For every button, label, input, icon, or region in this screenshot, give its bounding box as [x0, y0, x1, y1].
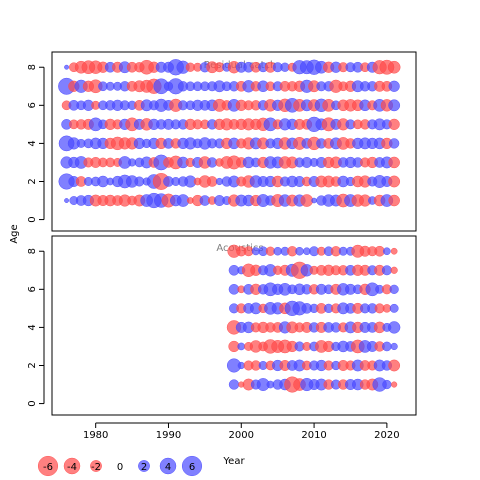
bubble: [388, 175, 401, 188]
bubble: [389, 284, 399, 294]
bubble: [382, 341, 392, 352]
bubble: [389, 303, 399, 313]
bubble: [228, 379, 240, 390]
size-legend: -6 -4 -2 0 2 4 6: [37, 455, 203, 477]
y-tick-label: 8: [27, 64, 38, 70]
legend-bubble: [138, 460, 150, 472]
y-tick-label: 2: [27, 178, 38, 184]
legend-label: -4: [67, 462, 77, 473]
bubble: [390, 342, 398, 351]
legend-bubble: [159, 457, 177, 475]
bubble: [382, 379, 392, 390]
y-tick-label: 4: [27, 140, 38, 146]
legend-label: 2: [141, 462, 147, 473]
bubble: [389, 138, 400, 149]
bubble: [390, 247, 398, 255]
y-axis: 0 2 4 6 8: [27, 248, 45, 407]
y-tick-label: 6: [27, 102, 38, 108]
bubble: [388, 99, 401, 112]
y-axis-label: Age: [9, 224, 20, 243]
legend-label: 6: [189, 462, 195, 473]
bubble: [382, 304, 392, 313]
y-axis: 0 2 4 6 8: [27, 64, 45, 223]
legend-label: 0: [117, 462, 123, 473]
legend-label: -2: [91, 462, 101, 473]
legend-bubble: [90, 460, 102, 472]
y-tick-label: 0: [27, 216, 38, 222]
bubble: [387, 321, 401, 334]
legend-bubble: [181, 455, 203, 477]
panel-frame: [51, 51, 417, 232]
legend-bubble: [37, 455, 59, 477]
y-tick-label: 0: [27, 400, 38, 406]
legend-label: 4: [165, 462, 171, 473]
bubble: [311, 197, 317, 204]
x-tick-label: 2010: [301, 430, 326, 441]
bubble: [388, 80, 400, 92]
bubble: [273, 246, 282, 256]
bubble: [390, 266, 398, 274]
x-tick-label: 2000: [229, 430, 254, 441]
x-tick-label: 1980: [83, 430, 108, 441]
x-axis: 1980 1990 2000 2010 2020: [83, 422, 400, 441]
bubble: [64, 64, 69, 70]
bubble: [237, 342, 246, 351]
y-tick-label: 8: [27, 248, 38, 254]
y-tick-label: 6: [27, 286, 38, 292]
bubble: [388, 359, 401, 372]
bubble: [388, 156, 400, 169]
legend-label: -6: [43, 462, 53, 473]
x-tick-label: 1990: [156, 430, 181, 441]
y-tick-label: 2: [27, 362, 38, 368]
bubble: [381, 265, 392, 276]
bubble: [295, 246, 304, 256]
bubble: [391, 381, 398, 388]
y-tick-label: 4: [27, 324, 38, 330]
bubble: [387, 60, 401, 74]
bubble-layer: [226, 244, 401, 393]
legend-bubble: [63, 457, 81, 475]
bubble: [300, 194, 314, 207]
bubble: [64, 198, 69, 203]
bubble: [388, 194, 400, 207]
bubble: [383, 247, 391, 256]
panel-frame: [51, 235, 417, 416]
x-axis-label: Year: [222, 456, 245, 467]
bubble: [206, 176, 218, 187]
bubble-layer: [58, 59, 401, 209]
x-tick-label: 2020: [374, 430, 399, 441]
bubble: [388, 118, 400, 130]
